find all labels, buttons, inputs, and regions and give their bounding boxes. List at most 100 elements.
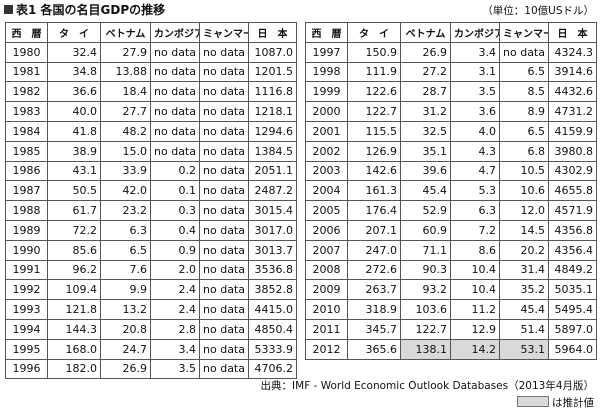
value-cell: 4356.8 bbox=[548, 219, 597, 241]
value-cell: 15.0 bbox=[100, 140, 151, 162]
table-row: 1981 34.8 13.88 no data no data 1201.5 bbox=[5, 61, 297, 83]
value-cell: no data bbox=[150, 120, 200, 142]
table-row: 1994 144.3 20.8 2.8 no data 4850.4 bbox=[5, 318, 297, 340]
year-cell: 2003 bbox=[305, 160, 348, 182]
value-cell: no data bbox=[199, 299, 249, 320]
value-cell: 121.8 bbox=[47, 299, 101, 320]
unit-note: （単位：10億USドル） bbox=[482, 5, 594, 17]
column-header: 西 暦 bbox=[305, 22, 348, 43]
value-cell: 1218.1 bbox=[248, 101, 297, 122]
value-cell: no data bbox=[150, 140, 200, 162]
value-cell: 6.3 bbox=[100, 219, 151, 241]
value-cell: 2.4 bbox=[150, 279, 200, 301]
year-cell: 2005 bbox=[305, 200, 348, 221]
value-cell: 96.2 bbox=[47, 259, 101, 281]
value-cell: 18.4 bbox=[100, 81, 151, 103]
value-cell: 32.4 bbox=[47, 41, 101, 63]
value-cell: 138.1 bbox=[400, 338, 451, 360]
value-cell: 7.6 bbox=[100, 259, 151, 281]
value-cell: 122.6 bbox=[347, 81, 401, 103]
value-cell: 111.9 bbox=[347, 61, 401, 83]
value-cell: 3914.6 bbox=[548, 61, 597, 83]
value-cell: no data bbox=[199, 41, 249, 63]
year-cell: 1985 bbox=[5, 140, 48, 162]
value-cell: 263.7 bbox=[347, 279, 401, 301]
value-cell: 20.2 bbox=[499, 239, 549, 261]
year-cell: 1988 bbox=[5, 200, 48, 221]
value-cell: 26.9 bbox=[100, 358, 151, 380]
table-row: 1997 150.9 26.9 3.4 no data 4324.3 bbox=[305, 41, 597, 63]
value-cell: 4849.2 bbox=[548, 259, 597, 281]
value-cell: 122.7 bbox=[347, 101, 401, 122]
value-cell: 3017.0 bbox=[248, 219, 297, 241]
header-row: 西 暦タ イベトナム カンボジア ミャンマー日 本 bbox=[5, 22, 297, 43]
value-cell: 272.6 bbox=[347, 259, 401, 281]
table-row: 1985 38.9 15.0 no data no data 1384.5 bbox=[5, 140, 297, 162]
value-cell: 4731.2 bbox=[548, 101, 597, 122]
value-cell: 3.1 bbox=[450, 61, 500, 83]
year-cell: 1987 bbox=[5, 180, 48, 202]
value-cell: 11.2 bbox=[450, 299, 500, 320]
value-cell: 168.0 bbox=[47, 338, 101, 360]
value-cell: 5035.1 bbox=[548, 279, 597, 301]
year-cell: 1989 bbox=[5, 219, 48, 241]
value-cell: 3.4 bbox=[150, 338, 200, 360]
value-cell: 6.5 bbox=[499, 120, 549, 142]
table-row: 1984 41.8 48.2 no data no data 1294.6 bbox=[5, 120, 297, 142]
year-cell: 1984 bbox=[5, 120, 48, 142]
table-row: 2011 345.7 122.7 12.9 51.4 5897.0 bbox=[305, 318, 597, 340]
value-cell: 4.0 bbox=[450, 120, 500, 142]
value-cell: no data bbox=[150, 41, 200, 63]
value-cell: 10.4 bbox=[450, 279, 500, 301]
title-text: 表1 各国の名目GDPの推移 bbox=[16, 3, 166, 17]
table-row: 2010 318.9 103.6 11.2 45.4 5495.4 bbox=[305, 299, 597, 320]
year-cell: 2006 bbox=[305, 219, 348, 241]
year-cell: 1992 bbox=[5, 279, 48, 301]
table-row: 1989 72.2 6.3 0.4 no data 3017.0 bbox=[5, 219, 297, 241]
column-header: タ イ bbox=[347, 22, 401, 43]
year-cell: 1998 bbox=[305, 61, 348, 83]
year-cell: 1990 bbox=[5, 239, 48, 261]
year-cell: 2007 bbox=[305, 239, 348, 261]
table-row: 1993 121.8 13.2 2.4 no data 4415.0 bbox=[5, 299, 297, 320]
value-cell: 8.9 bbox=[499, 101, 549, 122]
value-cell: 4706.2 bbox=[248, 358, 297, 380]
value-cell: no data bbox=[199, 259, 249, 281]
value-cell: 115.5 bbox=[347, 120, 401, 142]
value-cell: 48.2 bbox=[100, 120, 151, 142]
source: 出典：IMF - World Economic Outlook Database… bbox=[260, 380, 594, 392]
column-header: 西 暦 bbox=[5, 22, 48, 43]
value-cell: 5897.0 bbox=[548, 318, 597, 340]
value-cell: 247.0 bbox=[347, 239, 401, 261]
value-cell: 144.3 bbox=[47, 318, 101, 340]
value-cell: 35.1 bbox=[400, 140, 451, 162]
value-cell: 345.7 bbox=[347, 318, 401, 340]
value-cell: 14.5 bbox=[499, 219, 549, 241]
value-cell: 3980.8 bbox=[548, 140, 597, 162]
legend-swatch bbox=[517, 396, 549, 407]
table-row: 1992 109.4 9.9 2.4 no data 3852.8 bbox=[5, 279, 297, 301]
value-cell: no data bbox=[199, 81, 249, 103]
table-row: 2008 272.6 90.3 10.4 31.4 4849.2 bbox=[305, 259, 597, 281]
table-row: 2001 115.5 32.5 4.0 6.5 4159.9 bbox=[305, 120, 597, 142]
year-cell: 2004 bbox=[305, 180, 348, 202]
title: 表1 各国の名目GDPの推移 bbox=[4, 1, 165, 18]
table-row: 1990 85.6 6.5 0.9 no data 3013.7 bbox=[5, 239, 297, 261]
value-cell: no data bbox=[199, 338, 249, 360]
value-cell: 8.6 bbox=[450, 239, 500, 261]
value-cell: 3536.8 bbox=[248, 259, 297, 281]
value-cell: 4356.4 bbox=[548, 239, 597, 261]
table-row: 1996 182.0 26.9 3.5 no data 4706.2 bbox=[5, 358, 297, 380]
value-cell: 1384.5 bbox=[248, 140, 297, 162]
value-cell: 45.4 bbox=[400, 180, 451, 202]
value-cell: 90.3 bbox=[400, 259, 451, 281]
value-cell: 365.6 bbox=[347, 338, 401, 360]
column-header: カンボジア bbox=[450, 22, 500, 43]
table-row: 1983 40.0 27.7 no data no data 1218.1 bbox=[5, 101, 297, 122]
value-cell: 4415.0 bbox=[248, 299, 297, 320]
value-cell: 50.5 bbox=[47, 180, 101, 202]
value-cell: 4.7 bbox=[450, 160, 500, 182]
value-cell: no data bbox=[199, 101, 249, 122]
table-row: 2003 142.6 39.6 4.7 10.5 4302.9 bbox=[305, 160, 597, 182]
value-cell: 4432.6 bbox=[548, 81, 597, 103]
